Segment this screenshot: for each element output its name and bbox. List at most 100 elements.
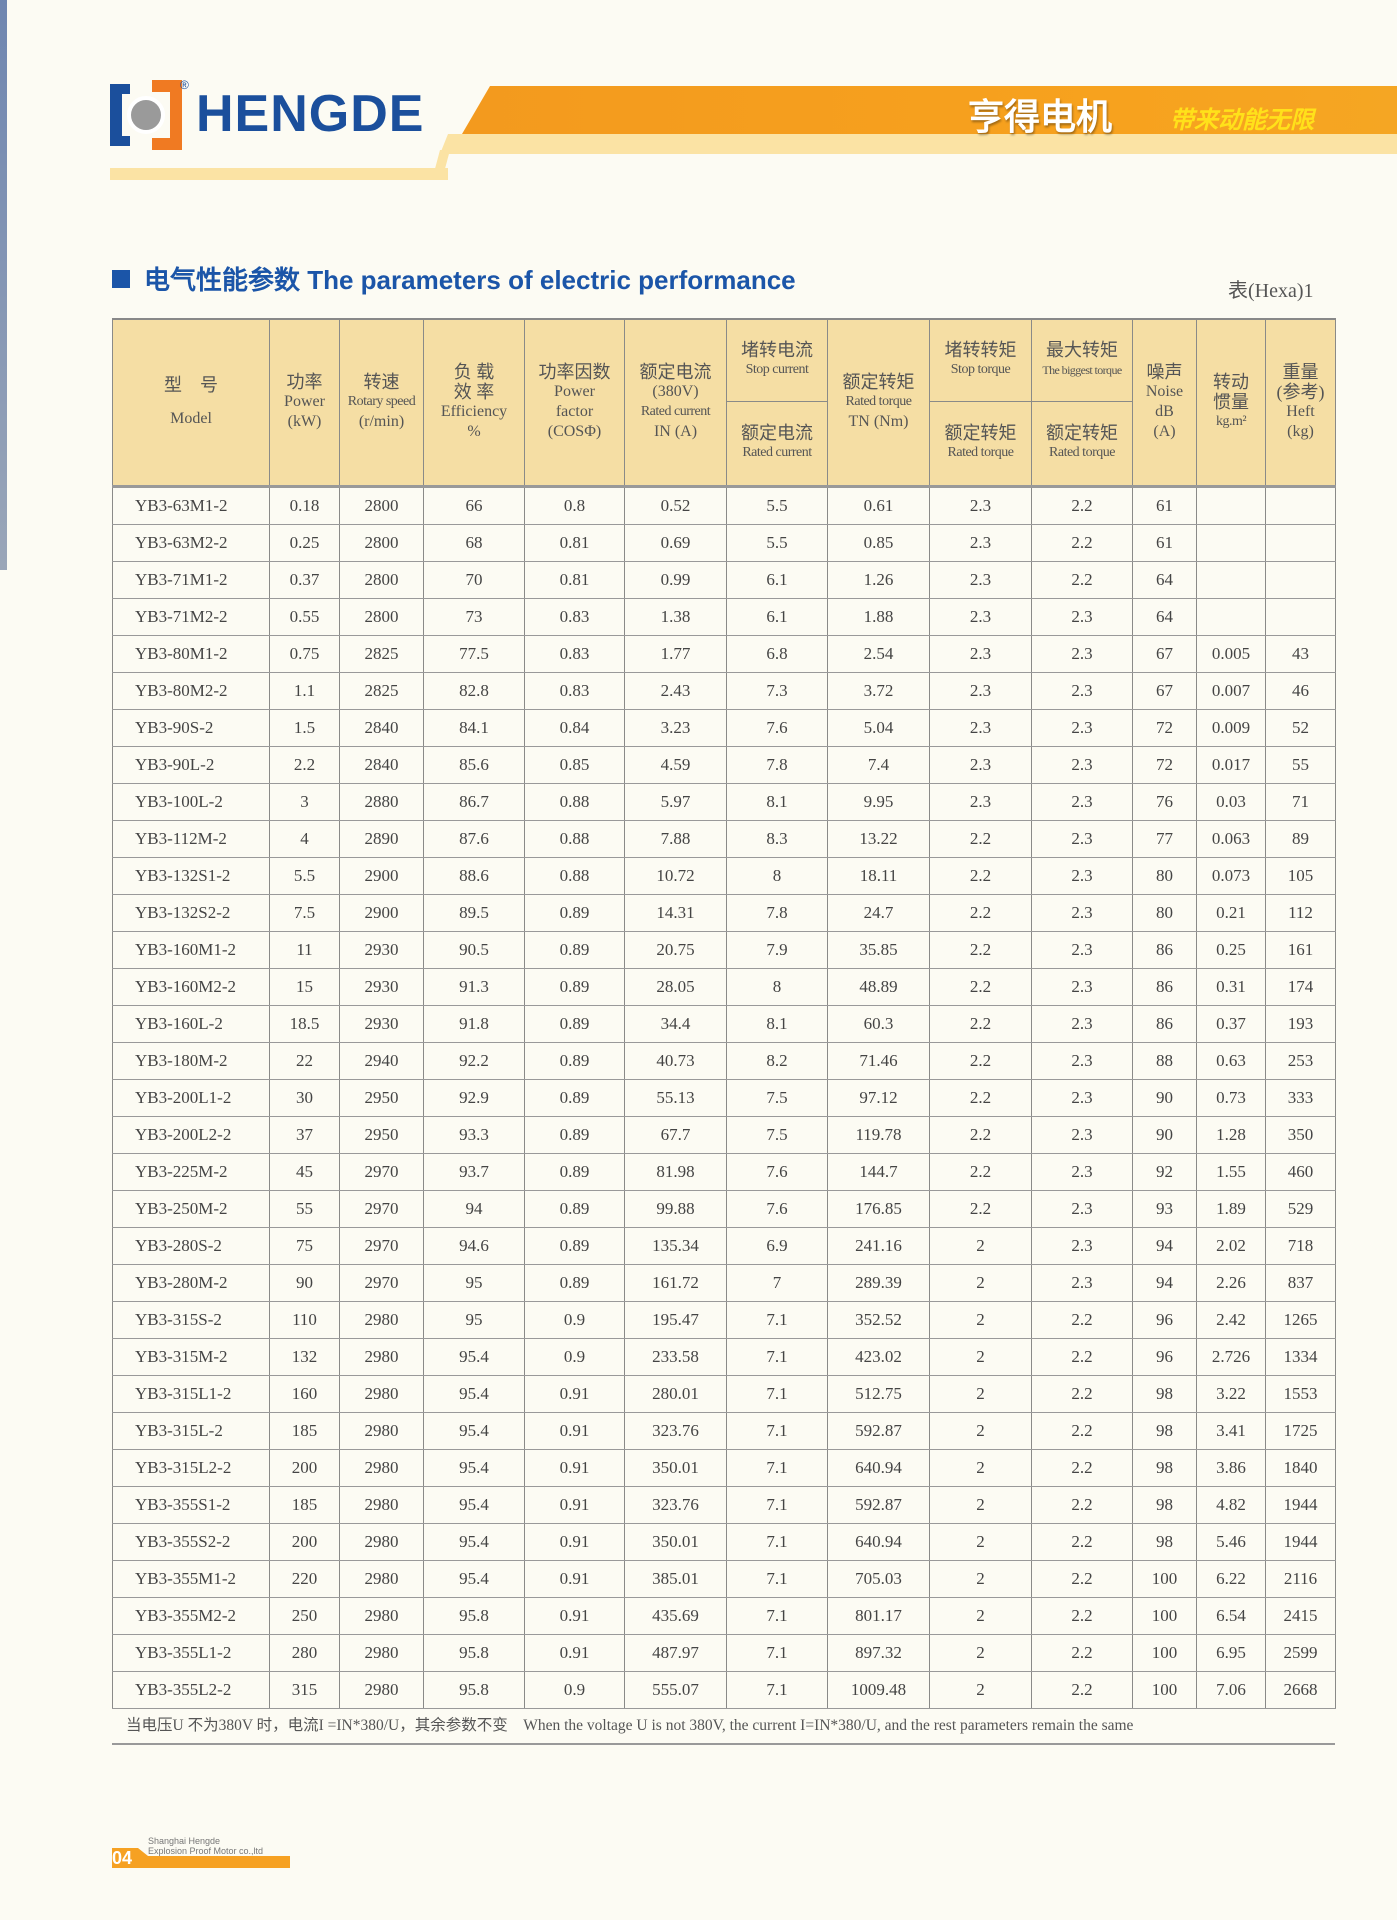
cell-power-factor: 0.91 (524, 1448, 625, 1487)
cell-noise: 88 (1132, 1041, 1197, 1080)
cell-rated-current: 67.7 (624, 1115, 727, 1154)
col-max-torque-bottom: 额定转矩 Rated torque (1031, 400, 1133, 487)
cell-power-factor: 0.85 (524, 745, 625, 784)
cell-rated-torque: 512.75 (827, 1374, 930, 1413)
cell-rated-torque: 48.89 (827, 967, 930, 1006)
cell-power: 18.5 (269, 1004, 340, 1043)
cell-heft: 1840 (1265, 1448, 1336, 1487)
col-stop-torque-top: 堵转转矩 Stop torque (929, 318, 1032, 402)
table-row: YB3-71M2-2 0.55 2800 73 0.83 1.38 6.1 1.88 2.3 2.… (112, 597, 1336, 636)
cell-speed: 2980 (339, 1300, 424, 1339)
cell-noise: 100 (1132, 1670, 1197, 1709)
cell-efficiency: 95.4 (423, 1337, 525, 1376)
company-name: Shanghai Hengde Explosion Proof Motor co… (148, 1836, 264, 1856)
cell-stop-torque-ratio: 2 (929, 1374, 1032, 1413)
page-number: 04 (112, 1848, 133, 1868)
cell-max-torque-ratio: 2.2 (1031, 1411, 1133, 1450)
table-row: YB3-315L1-2 160 2980 95.4 0.91 280.01 7.1 512.7… (112, 1374, 1336, 1413)
cell-rated-torque: 119.78 (827, 1115, 930, 1154)
cell-power-factor: 0.89 (524, 893, 625, 932)
cell-rated-torque: 592.87 (827, 1411, 930, 1450)
cell-noise: 94 (1132, 1263, 1197, 1302)
cell-efficiency: 85.6 (423, 745, 525, 784)
cell-power: 5.5 (269, 856, 340, 895)
cell-heft: 2415 (1265, 1596, 1336, 1635)
cell-power-factor: 0.81 (524, 523, 625, 562)
cell-stop-torque-ratio: 2.2 (929, 967, 1032, 1006)
cell-power-factor: 0.89 (524, 1152, 625, 1191)
cell-efficiency: 95.4 (423, 1522, 525, 1561)
cell-efficiency: 84.1 (423, 708, 525, 747)
col-heft: 重量 (参考) Heft (kg) (1265, 318, 1336, 487)
cell-stop-current-ratio: 7.1 (726, 1559, 828, 1598)
cell-stop-torque-ratio: 2.2 (929, 1152, 1032, 1191)
cell-stop-torque-ratio: 2.2 (929, 1004, 1032, 1043)
cell-rated-current: 323.76 (624, 1485, 727, 1524)
cell-power: 11 (269, 930, 340, 969)
table-row: YB3-180M-2 22 2940 92.2 0.89 40.73 8.2 71.46 2.2… (112, 1041, 1336, 1080)
col-rated-current: 额定电流 (380V) Rated current IN (A) (624, 318, 727, 487)
cell-noise: 90 (1132, 1115, 1197, 1154)
cell-power: 45 (269, 1152, 340, 1191)
cell-model: YB3-315L2-2 (112, 1448, 270, 1487)
cell-rated-torque: 640.94 (827, 1522, 930, 1561)
cell-stop-torque-ratio: 2.3 (929, 708, 1032, 747)
table-row: YB3-355S2-2 200 2980 95.4 0.91 350.01 7.1 640.9… (112, 1522, 1336, 1561)
cell-rated-current: 350.01 (624, 1522, 727, 1561)
cell-max-torque-ratio: 2.3 (1031, 967, 1133, 1006)
voltage-note: 当电压U 不为380V 时，电流I =IN*380/U，其余参数不变 When … (126, 1716, 1134, 1734)
cell-efficiency: 90.5 (423, 930, 525, 969)
cell-heft: 1265 (1265, 1300, 1336, 1339)
cell-rated-torque: 352.52 (827, 1300, 930, 1339)
cell-speed: 2900 (339, 856, 424, 895)
cell-stop-current-ratio: 5.5 (726, 484, 828, 525)
cell-efficiency: 70 (423, 560, 525, 599)
cell-stop-current-ratio: 7.1 (726, 1485, 828, 1524)
cell-power: 7.5 (269, 893, 340, 932)
table-row: YB3-200L2-2 37 2950 93.3 0.89 67.7 7.5 119.78 2.… (112, 1115, 1336, 1154)
table-row: YB3-71M1-2 0.37 2800 70 0.81 0.99 6.1 1.26 2.3 2.… (112, 560, 1336, 599)
cell-rated-current: 0.52 (624, 484, 727, 525)
cell-rated-current: 350.01 (624, 1448, 727, 1487)
cell-model: YB3-71M2-2 (112, 597, 270, 636)
cell-speed: 2980 (339, 1485, 424, 1524)
cell-power-factor: 0.81 (524, 560, 625, 599)
cell-rated-current: 2.43 (624, 671, 727, 710)
cell-max-torque-ratio: 2.3 (1031, 1041, 1133, 1080)
cell-stop-current-ratio: 7.8 (726, 893, 828, 932)
cell-stop-torque-ratio: 2.3 (929, 560, 1032, 599)
cell-speed: 2800 (339, 484, 424, 525)
cell-stop-torque-ratio: 2.2 (929, 1078, 1032, 1117)
cell-heft: 193 (1265, 1004, 1336, 1043)
cell-power-factor: 0.89 (524, 967, 625, 1006)
cell-heft: 837 (1265, 1263, 1336, 1302)
cell-speed: 2930 (339, 1004, 424, 1043)
cell-max-torque-ratio: 2.3 (1031, 819, 1133, 858)
cell-inertia: 1.55 (1196, 1152, 1266, 1191)
cell-stop-torque-ratio: 2.3 (929, 484, 1032, 525)
cell-inertia: 6.54 (1196, 1596, 1266, 1635)
col-model: 型 号 Model (112, 318, 270, 487)
cell-power: 250 (269, 1596, 340, 1635)
cell-efficiency: 66 (423, 484, 525, 525)
cell-inertia: 0.063 (1196, 819, 1266, 858)
cell-noise: 72 (1132, 745, 1197, 784)
cell-speed: 2930 (339, 967, 424, 1006)
cell-heft (1265, 523, 1336, 562)
cell-stop-current-ratio: 7.1 (726, 1411, 828, 1450)
cell-stop-torque-ratio: 2 (929, 1596, 1032, 1635)
col-power-factor: 功率因数 Power factor (COSΦ) (524, 318, 625, 487)
cell-speed: 2980 (339, 1559, 424, 1598)
cell-stop-current-ratio: 7.6 (726, 1152, 828, 1191)
header-band (462, 86, 1397, 134)
cell-inertia: 0.007 (1196, 671, 1266, 710)
cell-stop-torque-ratio: 2 (929, 1337, 1032, 1376)
cell-inertia: 6.22 (1196, 1559, 1266, 1598)
cell-model: YB3-280S-2 (112, 1226, 270, 1265)
cell-stop-current-ratio: 8 (726, 967, 828, 1006)
cell-power: 315 (269, 1670, 340, 1709)
cell-stop-current-ratio: 8 (726, 856, 828, 895)
cell-stop-torque-ratio: 2 (929, 1485, 1032, 1524)
cell-power: 75 (269, 1226, 340, 1265)
cell-speed: 2840 (339, 708, 424, 747)
